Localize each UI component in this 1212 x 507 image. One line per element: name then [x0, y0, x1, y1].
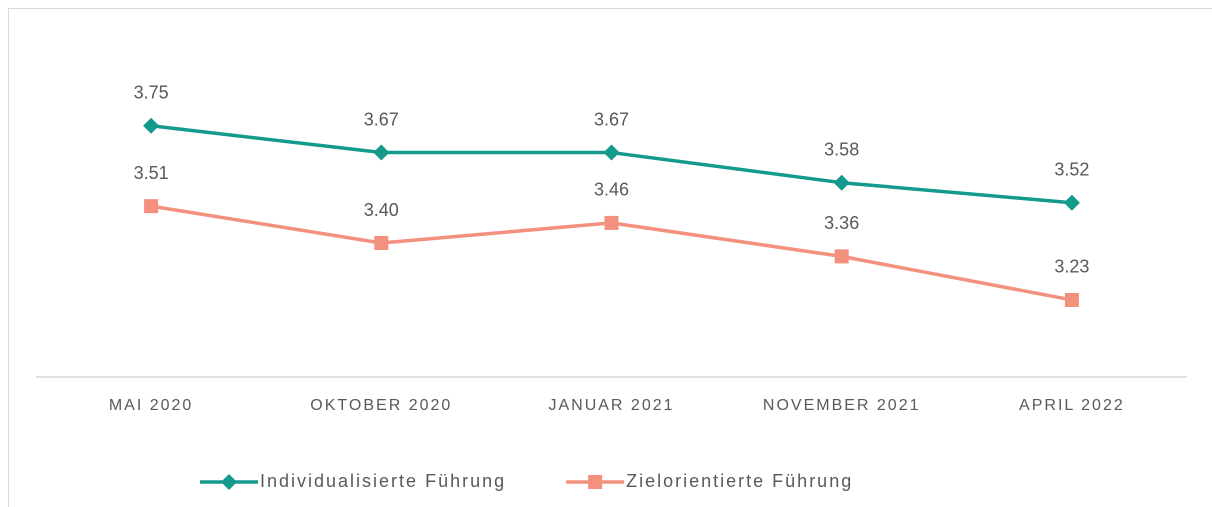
data-label: 3.58 — [824, 139, 859, 159]
x-tick-label: MAI 2020 — [109, 397, 193, 414]
x-tick-label: OKTOBER 2020 — [310, 397, 452, 414]
data-label: 3.51 — [134, 163, 169, 183]
data-point — [374, 236, 389, 250]
data-label: 3.40 — [364, 200, 399, 220]
data-label: 3.52 — [1054, 160, 1089, 180]
data-point — [603, 144, 620, 161]
data-label: 3.23 — [1054, 257, 1089, 277]
data-point — [1064, 292, 1079, 307]
data-label: 3.46 — [594, 180, 629, 200]
data-label: 3.36 — [824, 213, 859, 233]
data-label: 3.75 — [134, 83, 169, 103]
x-tick-label: NOVEMBER 2021 — [763, 397, 921, 414]
legend-marker — [588, 475, 603, 489]
data-point — [143, 117, 160, 134]
x-tick-label: APRIL 2022 — [1019, 397, 1125, 414]
legend-label: Individualisierte Führung — [260, 471, 506, 491]
legend-marker — [221, 474, 237, 490]
data-point — [604, 215, 619, 230]
data-point — [834, 249, 849, 264]
data-point — [833, 174, 850, 191]
data-point — [144, 199, 159, 214]
data-point — [1063, 194, 1080, 211]
data-point — [373, 144, 390, 161]
legend-label: Zielorientierte Führung — [626, 471, 853, 491]
data-label: 3.67 — [364, 109, 399, 129]
chart-frame — [8, 8, 1212, 507]
data-label: 3.67 — [594, 109, 629, 129]
x-tick-label: JANUAR 2021 — [548, 397, 674, 414]
